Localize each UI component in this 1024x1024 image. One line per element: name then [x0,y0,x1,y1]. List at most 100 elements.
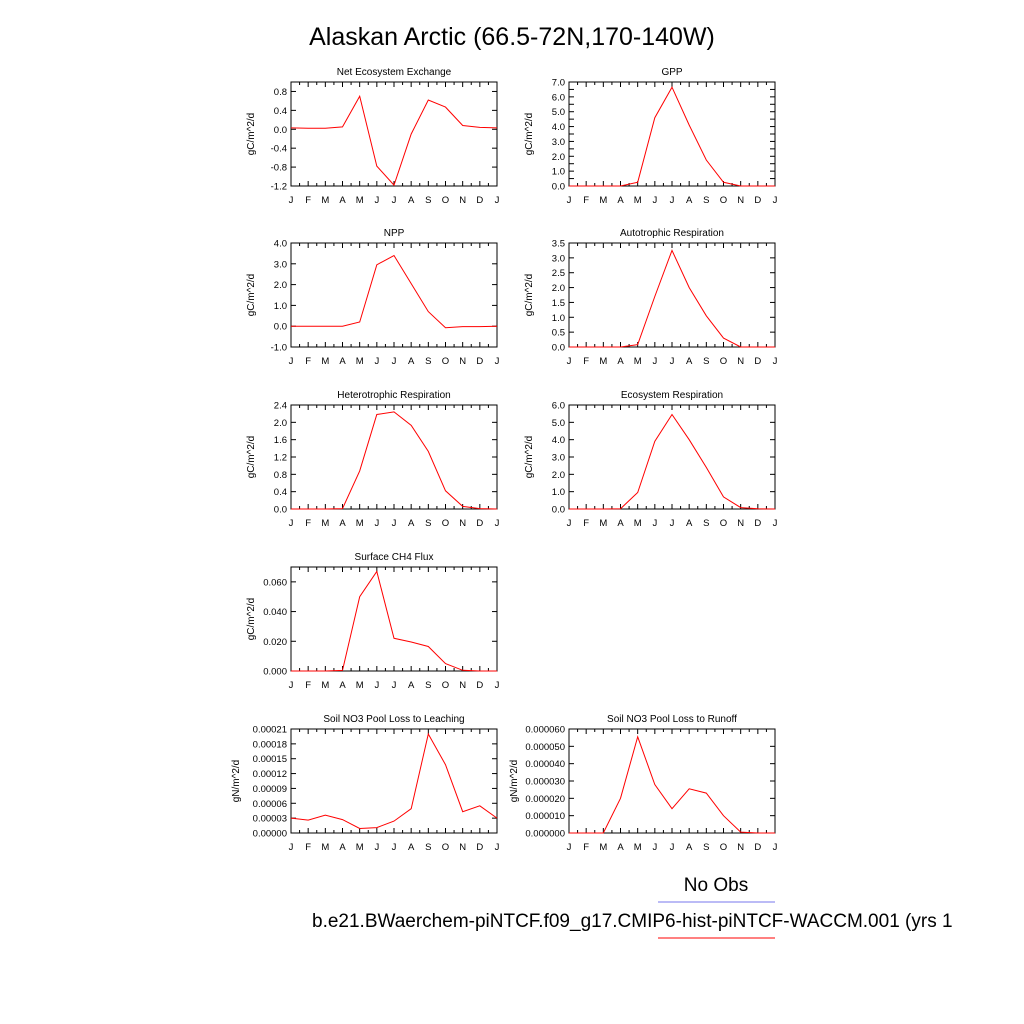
series-line [569,735,775,834]
y-tick-label: 0.000040 [525,759,565,770]
x-tick-label: J [289,518,294,529]
y-tick-label: 3.0 [552,253,565,264]
y-tick-label: -0.8 [271,163,287,174]
panel-title: Soil NO3 Pool Loss to Runoff [607,714,737,725]
y-tick-label: 0.00015 [253,754,287,765]
y-tick-label: -1.0 [271,343,287,354]
x-tick-label: M [321,356,329,367]
x-tick-label: D [754,842,761,853]
y-tick-label: 6.0 [552,92,565,103]
x-tick-label: J [392,356,397,367]
y-tick-label: 0.000 [263,667,287,678]
y-tick-label: 0.000050 [525,742,565,753]
x-tick-label: N [737,195,744,206]
legend-case-label: b.e21.BWaerchem-piNTCF.f09_g17.CMIP6-his… [312,911,953,932]
y-tick-label: 0.060 [263,577,287,588]
plot-frame [568,242,776,348]
plot-frame [290,81,498,187]
x-tick-label: O [442,842,449,853]
y-tick-label: 0.8 [274,470,287,481]
x-tick-label: J [289,680,294,691]
series-line [291,411,498,510]
x-tick-label: M [634,518,642,529]
plot-frame [290,242,498,348]
panel-title: Heterotrophic Respiration [337,390,450,401]
series-line [569,249,775,348]
x-tick-label: S [425,518,431,529]
x-tick-label: J [670,356,675,367]
y-tick-label: 4.0 [274,239,287,250]
x-tick-label: N [459,195,466,206]
y-tick-label: 2.0 [274,280,287,291]
x-tick-label: O [720,842,727,853]
panel-title: Net Ecosystem Exchange [337,67,452,78]
x-tick-label: A [686,518,693,529]
x-tick-label: O [442,195,449,206]
x-tick-label: A [339,680,346,691]
y-tick-label: 0.000030 [525,777,565,788]
x-tick-label: J [289,356,294,367]
y-tick-label: 0.5 [552,328,565,339]
x-tick-label: J [392,195,397,206]
y-tick-label: 2.4 [274,401,287,412]
y-axis-label: gC/m^2/d [246,274,257,317]
y-axis-label: gC/m^2/d [524,274,535,317]
x-tick-label: F [305,195,311,206]
x-tick-label: J [495,680,500,691]
series-line [569,86,775,187]
y-tick-label: 2.5 [552,268,565,279]
x-tick-label: J [670,842,675,853]
panel-title: GPP [661,67,682,78]
x-tick-label: A [617,842,624,853]
x-tick-label: J [495,195,500,206]
y-tick-label: -1.2 [271,182,287,193]
y-axis-label: gC/m^2/d [246,113,257,156]
x-tick-label: M [356,356,364,367]
x-tick-label: N [459,518,466,529]
x-tick-label: M [356,842,364,853]
y-tick-label: 4.0 [552,435,565,446]
x-tick-label: M [356,518,364,529]
panel-title: Ecosystem Respiration [621,390,723,401]
x-tick-label: M [634,842,642,853]
y-axis-label: gN/m^2/d [231,760,242,803]
y-tick-label: 0.00009 [253,784,287,795]
y-axis-label: gC/m^2/d [524,113,535,156]
legend: No Obs b.e21.BWaerchem-piNTCF.f09_g17.CM… [312,875,953,939]
y-tick-label: 0.0 [552,505,565,516]
plot-frame [568,81,776,187]
y-tick-label: 1.0 [274,301,287,312]
y-tick-label: -0.4 [271,144,287,155]
x-tick-label: M [634,195,642,206]
y-tick-label: 0.000010 [525,811,565,822]
x-tick-label: A [339,842,346,853]
y-tick-label: 2.0 [552,283,565,294]
x-tick-label: M [599,518,607,529]
y-tick-label: 3.0 [552,453,565,464]
x-tick-label: A [408,680,415,691]
x-tick-label: F [305,842,311,853]
y-tick-label: 7.0 [552,78,565,89]
x-tick-label: F [583,195,589,206]
x-tick-label: F [583,518,589,529]
y-tick-label: 0.00000 [253,829,287,840]
x-tick-label: J [652,842,657,853]
x-tick-label: F [305,356,311,367]
x-tick-label: D [476,680,483,691]
x-tick-label: J [567,356,572,367]
x-tick-label: N [737,842,744,853]
y-tick-label: 0.000000 [525,829,565,840]
x-tick-label: S [703,518,709,529]
x-tick-label: M [634,356,642,367]
x-tick-label: S [703,842,709,853]
x-tick-label: J [773,356,778,367]
y-tick-label: 2.0 [552,470,565,481]
y-tick-label: 1.0 [552,167,565,178]
y-tick-label: 6.0 [552,401,565,412]
